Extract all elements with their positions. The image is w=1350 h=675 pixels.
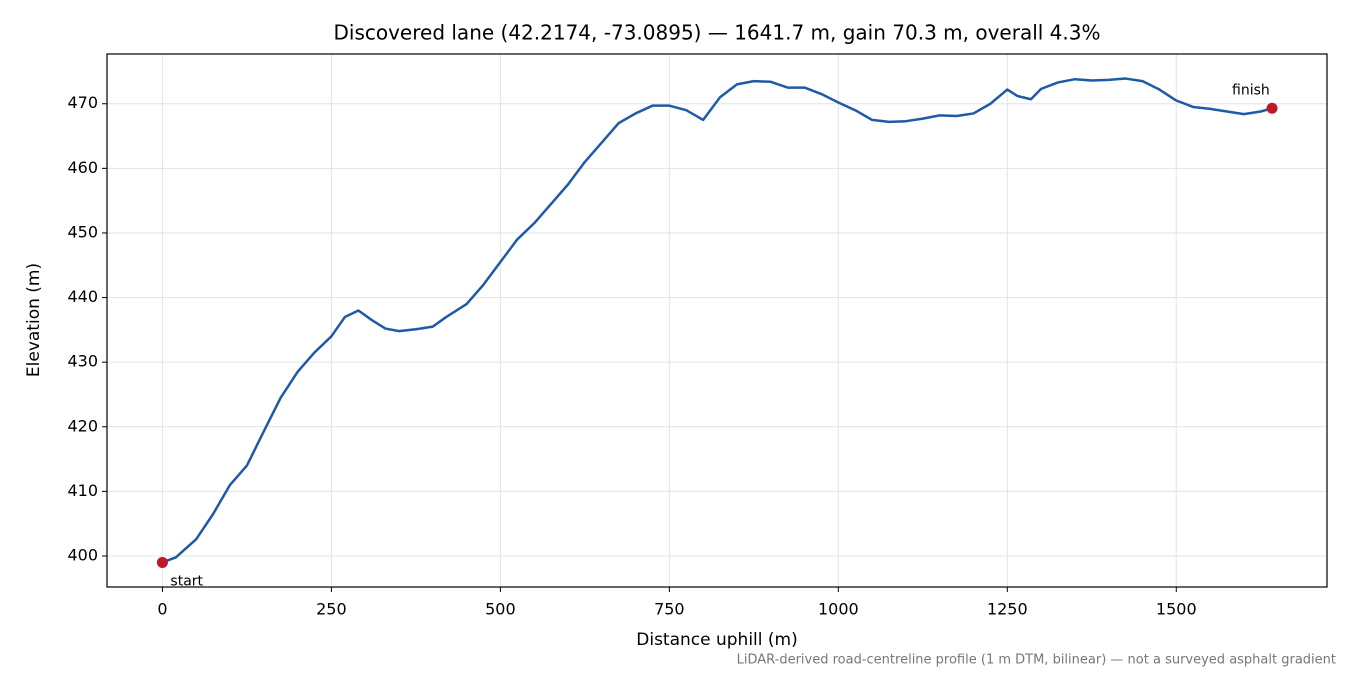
plot-frame	[106, 53, 1328, 588]
x-tick-label: 1250	[987, 600, 1028, 619]
y-tick-label: 420	[67, 416, 98, 435]
x-axis-label: Distance uphill (m)	[636, 630, 797, 650]
y-tick-label: 460	[67, 158, 98, 177]
y-tick-label: 430	[67, 352, 98, 371]
endpoint-label: start	[170, 573, 203, 589]
endpoint-label: finish	[1232, 82, 1270, 98]
x-tick-label: 1000	[818, 600, 859, 619]
chart-title: Discovered lane (42.2174, -73.0895) — 16…	[333, 21, 1100, 45]
x-tick-label: 1500	[1156, 600, 1197, 619]
x-tick-label: 250	[316, 600, 347, 619]
x-tick-label: 500	[485, 600, 516, 619]
y-tick-label: 410	[67, 481, 98, 500]
y-axis-label: Elevation (m)	[24, 263, 44, 377]
endpoint-marker	[1266, 102, 1278, 114]
y-tick-label: 440	[67, 287, 98, 306]
x-tick-label: 750	[654, 600, 685, 619]
footnote: LiDAR-derived road-centreline profile (1…	[737, 653, 1336, 668]
y-tick-label: 470	[67, 93, 98, 112]
elevation-line	[161, 77, 1273, 564]
y-tick-label: 400	[67, 545, 98, 564]
y-tick-label: 450	[67, 222, 98, 241]
x-tick-label: 0	[157, 600, 167, 619]
endpoint-marker	[156, 556, 168, 568]
